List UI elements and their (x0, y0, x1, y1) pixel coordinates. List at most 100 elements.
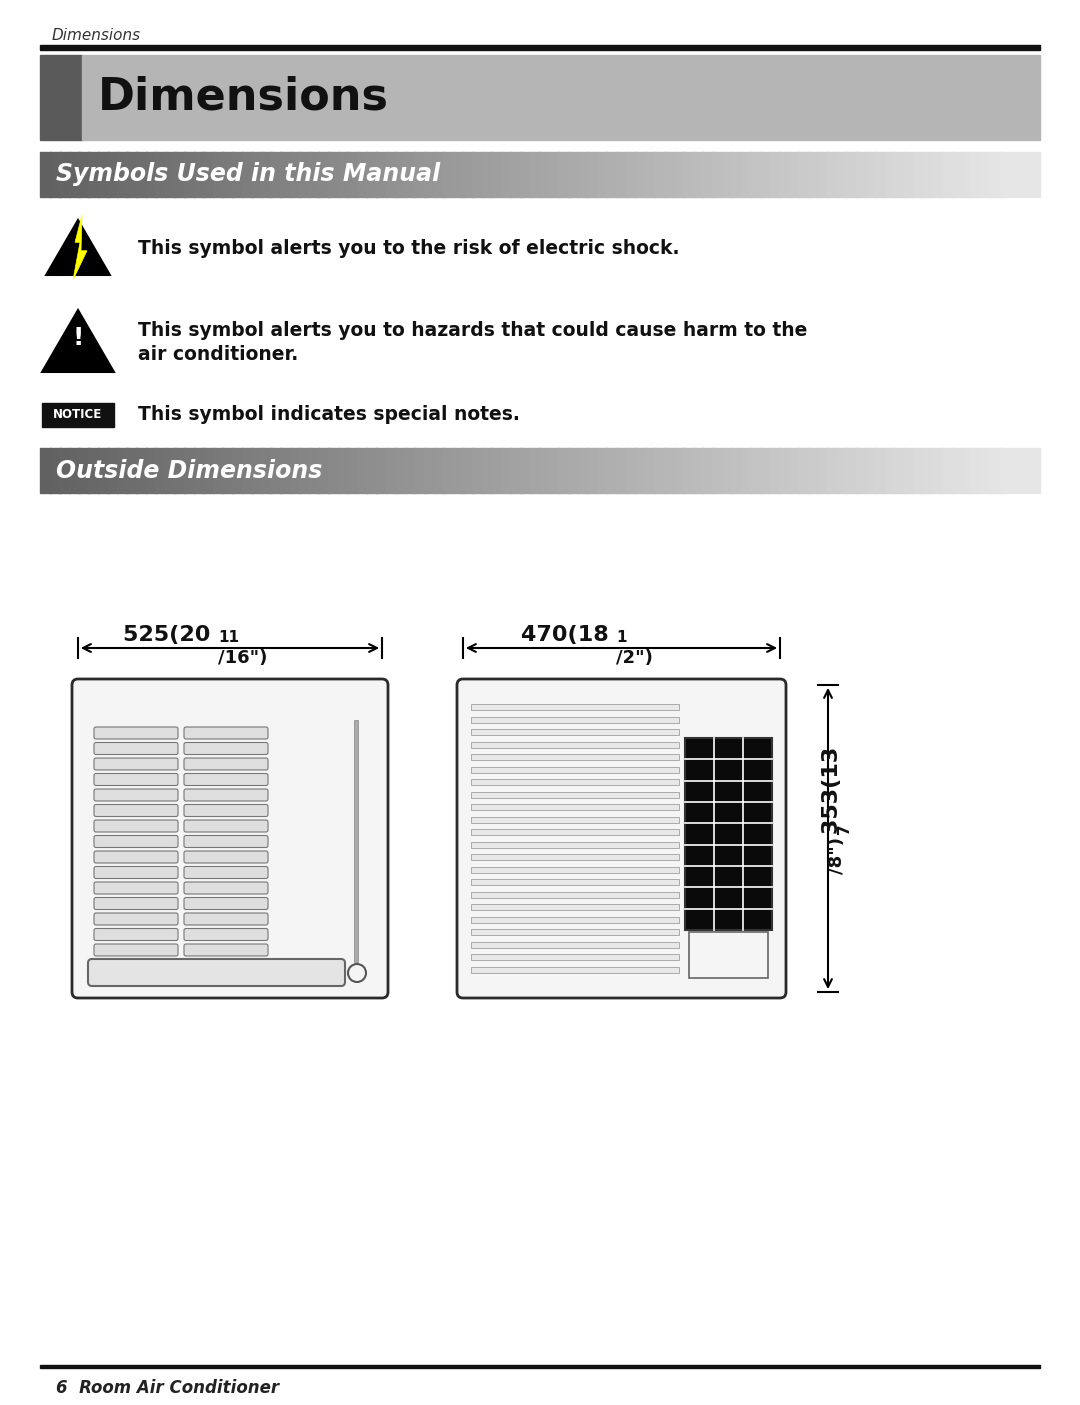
Bar (568, 448, 579, 493)
Bar (549, 448, 559, 493)
Polygon shape (42, 311, 114, 372)
Bar (338, 448, 349, 493)
Bar (471, 929, 679, 936)
Text: 6  Room Air Conditioner: 6 Room Air Conditioner (56, 1378, 279, 1397)
Bar (87, 152, 99, 197)
Bar (471, 880, 679, 885)
Bar (471, 854, 679, 860)
Bar (117, 152, 127, 197)
Bar (82, 55, 1040, 140)
Bar (471, 717, 679, 724)
Bar (405, 152, 416, 197)
FancyBboxPatch shape (184, 882, 268, 894)
Bar (433, 152, 445, 197)
Bar (40, 152, 51, 197)
Bar (165, 152, 176, 197)
Bar (40, 55, 82, 140)
Bar (471, 816, 679, 823)
Bar (424, 448, 435, 493)
Text: /16"): /16") (218, 649, 268, 667)
Bar (674, 448, 685, 493)
Bar (721, 448, 732, 493)
FancyBboxPatch shape (184, 742, 268, 754)
Bar (136, 152, 147, 197)
Bar (471, 742, 679, 747)
FancyBboxPatch shape (94, 805, 178, 816)
FancyBboxPatch shape (94, 929, 178, 940)
FancyBboxPatch shape (184, 821, 268, 832)
Bar (923, 448, 934, 493)
Bar (606, 152, 618, 197)
Bar (471, 829, 679, 835)
Bar (260, 448, 272, 493)
Bar (280, 448, 292, 493)
Bar (366, 152, 378, 197)
FancyBboxPatch shape (94, 759, 178, 770)
Bar (721, 152, 732, 197)
Bar (366, 448, 378, 493)
Bar (328, 448, 339, 493)
Bar (635, 448, 646, 493)
Bar (482, 152, 492, 197)
FancyBboxPatch shape (184, 790, 268, 801)
Bar (837, 448, 848, 493)
Bar (856, 448, 867, 493)
Bar (174, 152, 186, 197)
Bar (50, 152, 60, 197)
Bar (59, 152, 70, 197)
Bar (664, 152, 675, 197)
Bar (443, 152, 455, 197)
Bar (471, 729, 679, 735)
Bar (280, 152, 292, 197)
Bar (69, 448, 80, 493)
Bar (395, 448, 406, 493)
Bar (97, 448, 109, 493)
Bar (79, 152, 90, 197)
Bar (376, 152, 387, 197)
Bar (491, 448, 502, 493)
Bar (501, 448, 512, 493)
Bar (568, 152, 579, 197)
Bar (923, 152, 934, 197)
Bar (539, 152, 551, 197)
Bar (136, 448, 147, 493)
Bar (770, 448, 781, 493)
Bar (943, 448, 954, 493)
Bar (289, 448, 300, 493)
Bar (808, 448, 819, 493)
Bar (415, 448, 426, 493)
FancyBboxPatch shape (184, 898, 268, 909)
Text: /2"): /2") (617, 649, 653, 667)
FancyBboxPatch shape (184, 913, 268, 924)
Bar (242, 448, 253, 493)
Text: /8"): /8") (828, 836, 846, 874)
Bar (894, 448, 905, 493)
Text: This symbol alerts you to the risk of electric shock.: This symbol alerts you to the risk of el… (138, 239, 679, 259)
Bar (827, 152, 838, 197)
Bar (222, 152, 233, 197)
Bar (1000, 448, 1040, 493)
Bar (885, 152, 896, 197)
Bar (356, 152, 368, 197)
Bar (146, 152, 157, 197)
Bar (453, 152, 464, 197)
Polygon shape (73, 215, 87, 280)
FancyBboxPatch shape (184, 944, 268, 955)
Bar (798, 152, 810, 197)
Bar (472, 448, 483, 493)
FancyBboxPatch shape (94, 898, 178, 909)
Bar (588, 152, 598, 197)
Bar (664, 448, 675, 493)
Bar (69, 152, 80, 197)
Bar (222, 448, 233, 493)
Bar (252, 448, 262, 493)
Bar (309, 448, 320, 493)
Text: NOTICE: NOTICE (53, 409, 103, 422)
Text: This symbol alerts you to hazards that could cause harm to the: This symbol alerts you to hazards that c… (138, 320, 808, 340)
Text: Dimensions: Dimensions (98, 76, 389, 119)
Bar (126, 152, 137, 197)
Bar (692, 448, 704, 493)
Bar (471, 941, 679, 947)
Text: 1: 1 (617, 629, 627, 645)
Bar (213, 448, 224, 493)
